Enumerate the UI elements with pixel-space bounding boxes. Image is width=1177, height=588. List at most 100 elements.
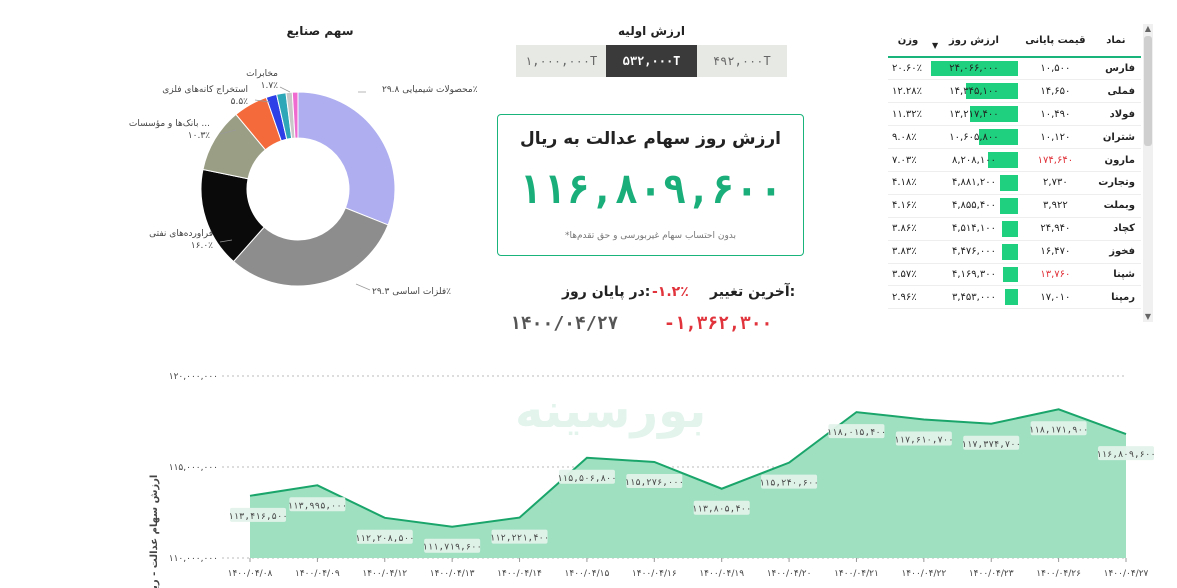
point-label: ۱۱۸,۰۱۵,۴۰۰ bbox=[827, 428, 887, 438]
donut-leader-line bbox=[279, 86, 291, 93]
kpi-note: *بدون احتساب سهام غیربورسی و حق تقدم‌ها bbox=[564, 231, 737, 241]
row-value-bar bbox=[1001, 220, 1018, 237]
row-value-bar bbox=[1005, 289, 1018, 306]
area-line bbox=[249, 408, 1127, 528]
row-value-bar bbox=[979, 129, 1018, 146]
row-symbol: فملی bbox=[1090, 79, 1141, 104]
holdings-table-panel: وزن ▼ ارزش روز قیمت پایانی نماد ۲۰.۶۰٪ ۲۴,… bbox=[888, 24, 1153, 322]
sort-desc-icon: ▼ bbox=[931, 41, 939, 50]
point-label: ۱۱۳,۴۱۶,۵۰۰ bbox=[228, 512, 288, 522]
point-label: ۱۱۶,۸۰۹,۶۰۰ bbox=[1096, 450, 1156, 460]
col-price[interactable]: قیمت پایانی bbox=[1019, 24, 1091, 58]
row-price: ۱۰,۵۰۰ bbox=[1019, 57, 1091, 81]
table-row[interactable]: ۹.۰۸٪ ۱۰,۶۰۵,۸۰۰ ۱۰,۱۲۰ شتران bbox=[888, 125, 1141, 150]
row-value: ۱۴,۳۴۵,۱۰۰ bbox=[949, 85, 999, 97]
row-value-cell: ۸,۲۰۸,۱۰۰ bbox=[927, 148, 1020, 172]
donut-label-pct: ۱۰.۳٪ bbox=[188, 131, 210, 141]
table-row[interactable]: ۷.۰۳٪ ۸,۲۰۸,۱۰۰ ۱۷۴,۶۴۰ مارون bbox=[888, 148, 1141, 172]
row-value-cell: ۴,۸۸۱,۲۰۰ bbox=[927, 171, 1020, 195]
row-weight: ۴.۱۶٪ bbox=[888, 194, 928, 218]
y-tick-label: ۱۱۵,۰۰۰,۰۰۰ bbox=[169, 463, 218, 473]
row-symbol: فخوز bbox=[1090, 240, 1141, 264]
initial-value-option-532000[interactable]: ۵۳۲,۰۰۰T bbox=[606, 45, 697, 77]
initial-value-option-1000000[interactable]: ۱,۰۰۰,۰۰۰T bbox=[516, 45, 607, 77]
row-weight: ۱۲.۲۸٪ bbox=[888, 79, 928, 104]
row-symbol: فارس bbox=[1090, 57, 1141, 81]
col-value-label: ارزش روز bbox=[948, 34, 999, 46]
initial-value-title: ارزش اولیه bbox=[618, 24, 685, 38]
row-price: ۱۰,۱۲۰ bbox=[1019, 125, 1091, 150]
row-weight: ۳.۵۷٪ bbox=[888, 263, 928, 287]
row-weight: ۲۰.۶۰٪ bbox=[888, 57, 928, 81]
row-symbol: کچاد bbox=[1090, 217, 1141, 241]
row-symbol: مارون bbox=[1090, 148, 1141, 172]
table-row[interactable]: ۱۲.۲۸٪ ۱۴,۳۴۵,۱۰۰ ۱۴,۶۵۰ فملی bbox=[888, 79, 1141, 104]
row-weight: ۳.۸۳٪ bbox=[888, 240, 928, 264]
x-tick-label: ۱۴۰۰/۰۴/۲۰ bbox=[767, 569, 812, 579]
row-value-bar bbox=[1002, 266, 1018, 283]
point-label-bg bbox=[356, 529, 413, 544]
table-row[interactable]: ۴.۱۸٪ ۴,۸۸۱,۲۰۰ ۲,۷۳۰ وتجارت bbox=[888, 171, 1141, 195]
row-price: ۱۷۴,۶۴۰ bbox=[1019, 148, 1091, 172]
table-row[interactable]: ۳.۸۳٪ ۴,۴۷۶,۰۰۰ ۱۶,۴۷۰ فخوز bbox=[888, 240, 1141, 264]
row-value: ۱۰,۶۰۵,۸۰۰ bbox=[949, 131, 999, 143]
row-value-bar bbox=[1001, 243, 1018, 260]
donut-slice[interactable] bbox=[291, 91, 299, 139]
table-row[interactable]: ۲.۹۶٪ ۳,۴۵۳,۰۰۰ ۱۷,۰۱۰ رمپنا bbox=[888, 285, 1141, 310]
donut-label-pct: ۱۶.۰٪ bbox=[191, 241, 213, 251]
row-value: ۴,۴۷۶,۰۰۰ bbox=[951, 246, 996, 258]
row-value-cell: ۲۴,۰۶۶,۰۰۰ bbox=[927, 57, 1020, 81]
end-of-day-label: در پایان روز: bbox=[562, 284, 651, 300]
row-value-bar bbox=[965, 83, 1018, 100]
sector-donut-chart: محصولات شیمیایی ۲۹.۸٪ فلزات اساسی ۲۹.۳٪ فر… bbox=[129, 69, 478, 297]
point-label-bg bbox=[693, 500, 750, 515]
x-tick-label: ۱۴۰۰/۰۴/۰۸ bbox=[228, 569, 273, 579]
table-scrollbar[interactable]: ▲ ▼ bbox=[1143, 24, 1153, 322]
scroll-thumb[interactable] bbox=[1144, 36, 1152, 146]
row-weight: ۱۱.۳۲٪ bbox=[888, 102, 928, 127]
row-value-bar bbox=[988, 152, 1018, 168]
x-tick-label: ۱۴۰۰/۰۴/۲۳ bbox=[969, 569, 1014, 579]
row-symbol: وتجارت bbox=[1090, 171, 1141, 195]
area-fill bbox=[250, 409, 1126, 558]
point-label-bg bbox=[230, 507, 286, 522]
col-symbol[interactable]: نماد bbox=[1090, 24, 1141, 58]
point-label-bg bbox=[963, 435, 1020, 450]
x-tick-label: ۱۴۰۰/۰۴/۱۴ bbox=[497, 569, 542, 579]
row-value: ۱۳,۲۱۷,۴۰۰ bbox=[949, 108, 999, 120]
scroll-down-icon[interactable]: ▼ bbox=[1144, 312, 1152, 321]
row-price: ۱۷,۰۱۰ bbox=[1019, 285, 1091, 310]
table-row[interactable]: ۲۰.۶۰٪ ۲۴,۰۶۶,۰۰۰ ۱۰,۵۰۰ فارس bbox=[888, 57, 1141, 81]
row-value-cell: ۴,۴۷۶,۰۰۰ bbox=[927, 240, 1020, 264]
point-label: ۱۱۵,۲۷۶,۰۰۰ bbox=[625, 478, 685, 488]
row-value: ۲۴,۰۶۶,۰۰۰ bbox=[949, 63, 999, 75]
donut-slice[interactable] bbox=[297, 91, 396, 226]
initial-value-option-492000[interactable]: ۴۹۲,۰۰۰T bbox=[696, 45, 787, 77]
col-weight[interactable]: وزن bbox=[888, 24, 928, 58]
donut-label: محصولات شیمیایی ۲۹.۸٪ bbox=[382, 85, 478, 95]
donut-slice[interactable] bbox=[232, 207, 389, 287]
initial-value-toggle: ۱,۰۰۰,۰۰۰T ۵۳۲,۰۰۰T ۴۹۲,۰۰۰T bbox=[516, 45, 787, 77]
y-axis-label: ارزش سهام عدالت - ریال bbox=[149, 475, 160, 588]
col-value[interactable]: ▼ ارزش روز bbox=[927, 24, 1020, 58]
row-price: ۱۰,۴۹۰ bbox=[1019, 102, 1091, 127]
x-tick-label: ۱۴۰۰/۰۴/۲۶ bbox=[1036, 569, 1081, 579]
donut-label-pct: ۱.۷٪ bbox=[261, 81, 279, 91]
row-price: ۳,۹۲۲ bbox=[1019, 194, 1091, 218]
x-tick-label: ۱۴۰۰/۰۴/۱۶ bbox=[632, 569, 677, 579]
sector-share-panel: محصولات شیمیایی ۲۹.۸٪ فلزات اساسی ۲۹.۳٪ فر… bbox=[120, 22, 480, 322]
y-tick-label: ۱۲۰,۰۰۰,۰۰۰ bbox=[169, 372, 218, 382]
table-row[interactable]: ۱۱.۳۲٪ ۱۳,۲۱۷,۴۰۰ ۱۰,۴۹۰ فولاد bbox=[888, 102, 1141, 127]
table-row[interactable]: ۳.۵۷٪ ۴,۱۶۹,۳۰۰ ۱۳,۷۶۰ شپنا bbox=[888, 263, 1141, 287]
row-value-bar bbox=[1000, 174, 1018, 191]
point-label-bg bbox=[491, 529, 548, 544]
table-row[interactable]: ۴.۱۶٪ ۴,۸۵۵,۴۰۰ ۳,۹۲۲ وبملت bbox=[888, 194, 1141, 218]
x-tick-label: ۱۴۰۰/۰۴/۲۷ bbox=[1104, 569, 1149, 579]
donut-label: فلزات اساسی ۲۹.۳٪ bbox=[372, 287, 451, 297]
table-row[interactable]: ۳.۸۶٪ ۴,۵۱۴,۱۰۰ ۲۴,۹۴۰ کچاد bbox=[888, 217, 1141, 241]
donut-label-pct: ۵.۵٪ bbox=[231, 97, 249, 107]
scroll-up-icon[interactable]: ▲ bbox=[1144, 24, 1152, 33]
holdings-table: وزن ▼ ارزش روز قیمت پایانی نماد ۲۰.۶۰٪ ۲۴,… bbox=[888, 24, 1141, 310]
row-value: ۳,۴۵۳,۰۰۰ bbox=[951, 291, 996, 303]
